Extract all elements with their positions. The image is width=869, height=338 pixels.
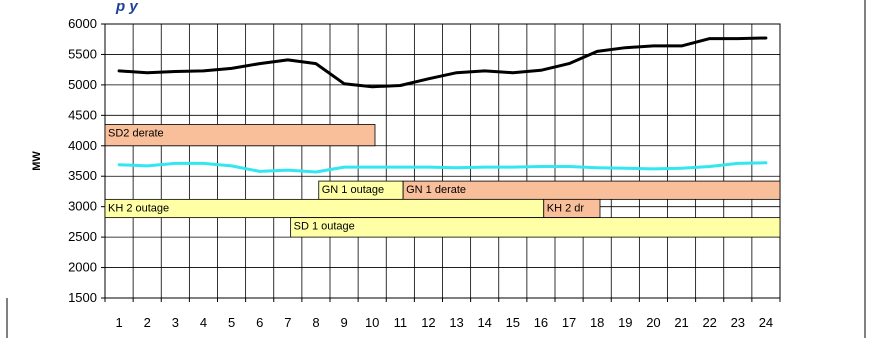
x-tick-label: 15 (506, 315, 520, 330)
x-tick-label: 21 (674, 315, 688, 330)
y-tick-label: 2500 (68, 229, 97, 244)
event-bar (290, 217, 781, 238)
y-tick-label: 5000 (68, 77, 97, 92)
x-tick-label: 22 (702, 315, 716, 330)
event-bar (104, 198, 545, 219)
x-tick-label: 3 (172, 315, 179, 330)
plot-frame (104, 23, 781, 299)
y-tick-label: 4500 (68, 107, 97, 122)
x-tick-label: 7 (284, 315, 291, 330)
x-tick-label: 4 (200, 315, 207, 330)
event-label: GN 1 derate (406, 184, 466, 196)
y-tick-label: 3500 (68, 168, 97, 183)
x-tick-label: 5 (228, 315, 235, 330)
y-tick-label: 2000 (68, 260, 97, 275)
x-tick-label: 19 (618, 315, 632, 330)
event-label: KH 2 outage (108, 202, 169, 214)
x-tick-label: 16 (534, 315, 548, 330)
y-tick-label: 1500 (68, 290, 97, 305)
x-tick-label: 13 (449, 315, 463, 330)
event-label: SD2 derate (108, 127, 164, 139)
x-tick-label: 12 (421, 315, 435, 330)
y-tick-label: 6000 (68, 16, 97, 31)
x-tick-label: 2 (144, 315, 151, 330)
x-tick-label: 6 (256, 315, 263, 330)
x-tick-label: 9 (340, 315, 347, 330)
y-tick-label: 4000 (68, 138, 97, 153)
x-tick-label: 11 (394, 315, 408, 330)
y-tick-label: 3000 (68, 199, 97, 214)
event-bar (104, 124, 376, 147)
y-axis-label: MW (31, 151, 43, 171)
x-tick-label: 10 (365, 315, 379, 330)
y-tick-label: 5500 (68, 46, 97, 61)
series-line-black (117, 36, 768, 89)
x-tick-label: 24 (759, 315, 773, 330)
event-label: KH 2 dr (547, 202, 585, 214)
x-tick-label: 20 (646, 315, 660, 330)
event-label: SD 1 outage (294, 221, 355, 233)
x-tick-label: 17 (562, 315, 576, 330)
x-tick-label: 8 (312, 315, 319, 330)
event-label: GN 1 outage (322, 184, 384, 196)
x-tick-label: 18 (590, 315, 604, 330)
x-tick-label: 23 (731, 315, 745, 330)
series-line-cyan (117, 161, 768, 174)
x-tick-label: 1 (115, 315, 122, 330)
x-tick-label: 14 (477, 315, 491, 330)
chart-title-fragment: p y (115, 0, 138, 15)
